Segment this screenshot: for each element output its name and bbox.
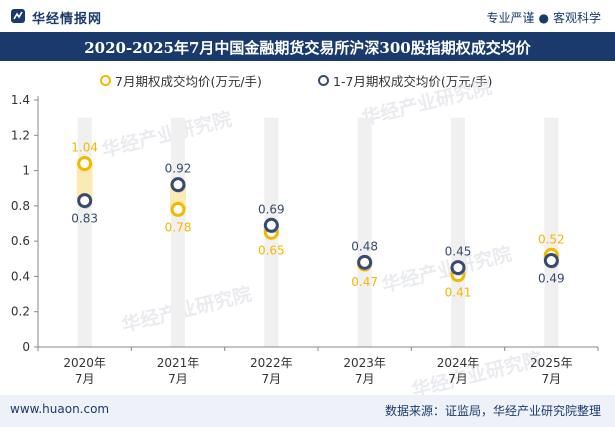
x-tick-label: 2020年 [63,356,106,370]
y-tick-label: 1.4 [11,93,30,107]
y-tick-label: 0.6 [11,234,30,248]
slogan-left: 专业严谨 [486,11,535,25]
data-label-series1: 0.47 [351,275,378,289]
data-label-series2: 0.45 [445,245,472,259]
x-tick-label: 2022年 [250,356,293,370]
point-series2 [263,217,279,233]
column-band [357,117,372,348]
legend-item-series2: 1-7月期权成交均价(万元/手) [318,71,492,90]
point-series2 [450,260,466,276]
data-label-series2: 0.48 [351,239,378,253]
x-tick-label: 2025年 [530,356,573,370]
footer-source: 数据来源：证监局，华经产业研究院整理 [384,404,601,418]
slogan-right: 客观科学 [552,11,601,25]
column-band [451,117,465,348]
footer: www.huaon.com 数据来源：证监局，华经产业研究院整理 [0,395,615,427]
x-tick-label: 7月 [75,372,95,386]
x-tick-label: 7月 [448,372,468,386]
x-tick-label: 2024年 [437,356,480,370]
x-tick-label: 7月 [542,372,562,386]
legend-item-series1: 7月期权成交均价(万元/手) [100,71,262,90]
footer-website: www.huaon.com [10,402,110,416]
point-series1 [170,201,186,217]
data-label-series2: 0.83 [71,212,98,226]
chart-title: 2020-2025年7月中国金融期货交易所沪深300股指期权成交均价 [84,39,531,57]
legend-label-series2: 1-7月期权成交均价(万元/手) [333,74,493,89]
y-tick-label: 1 [22,164,30,178]
legend-label-series1: 7月期权成交均价(万元/手) [115,74,262,89]
point-series2 [77,193,93,209]
logo-text: 华经情报网 [32,12,103,27]
legend: 7月期权成交均价(万元/手) 1-7月期权成交均价(万元/手) [0,71,615,91]
column-band [171,117,185,348]
y-tick-label: 0.2 [11,305,30,319]
data-label-series2: 0.69 [258,202,285,216]
slogan: 专业严谨 ● 客观科学 [486,9,601,26]
legend-marker-icon [100,75,111,86]
range-band [76,163,93,201]
point-series2 [357,254,373,270]
data-label-series1: 0.52 [538,232,565,246]
logo-icon [11,9,25,23]
y-tick-label: 0.8 [11,199,30,213]
point-series1 [77,156,93,172]
data-label-series1: 0.41 [445,286,472,300]
x-tick-label: 2023年 [343,356,386,370]
y-tick-label: 0 [22,340,30,354]
x-tick-label: 7月 [168,372,188,386]
x-tick-label: 7月 [262,372,282,386]
data-label-series2: 0.49 [538,272,565,286]
column-band [544,117,559,348]
data-label-series1: 0.65 [258,243,285,257]
data-label-series1: 0.78 [165,220,192,234]
title-bar: 2020-2025年7月中国金融期货交易所沪深300股指期权成交均价 [0,32,615,61]
point-series2 [170,177,186,193]
dot-icon: ● [538,11,549,25]
y-tick-label: 0.4 [11,269,30,283]
data-label-series1: 1.04 [71,141,98,155]
point-series2 [543,253,559,269]
data-label-series2: 0.92 [165,162,192,176]
x-tick-label: 2021年 [157,356,200,370]
top-header: 华经情报网 专业严谨 ● 客观科学 [0,0,615,32]
legend-marker-icon [318,75,329,86]
y-tick-label: 1.2 [11,128,30,142]
x-tick-label: 7月 [355,372,375,386]
